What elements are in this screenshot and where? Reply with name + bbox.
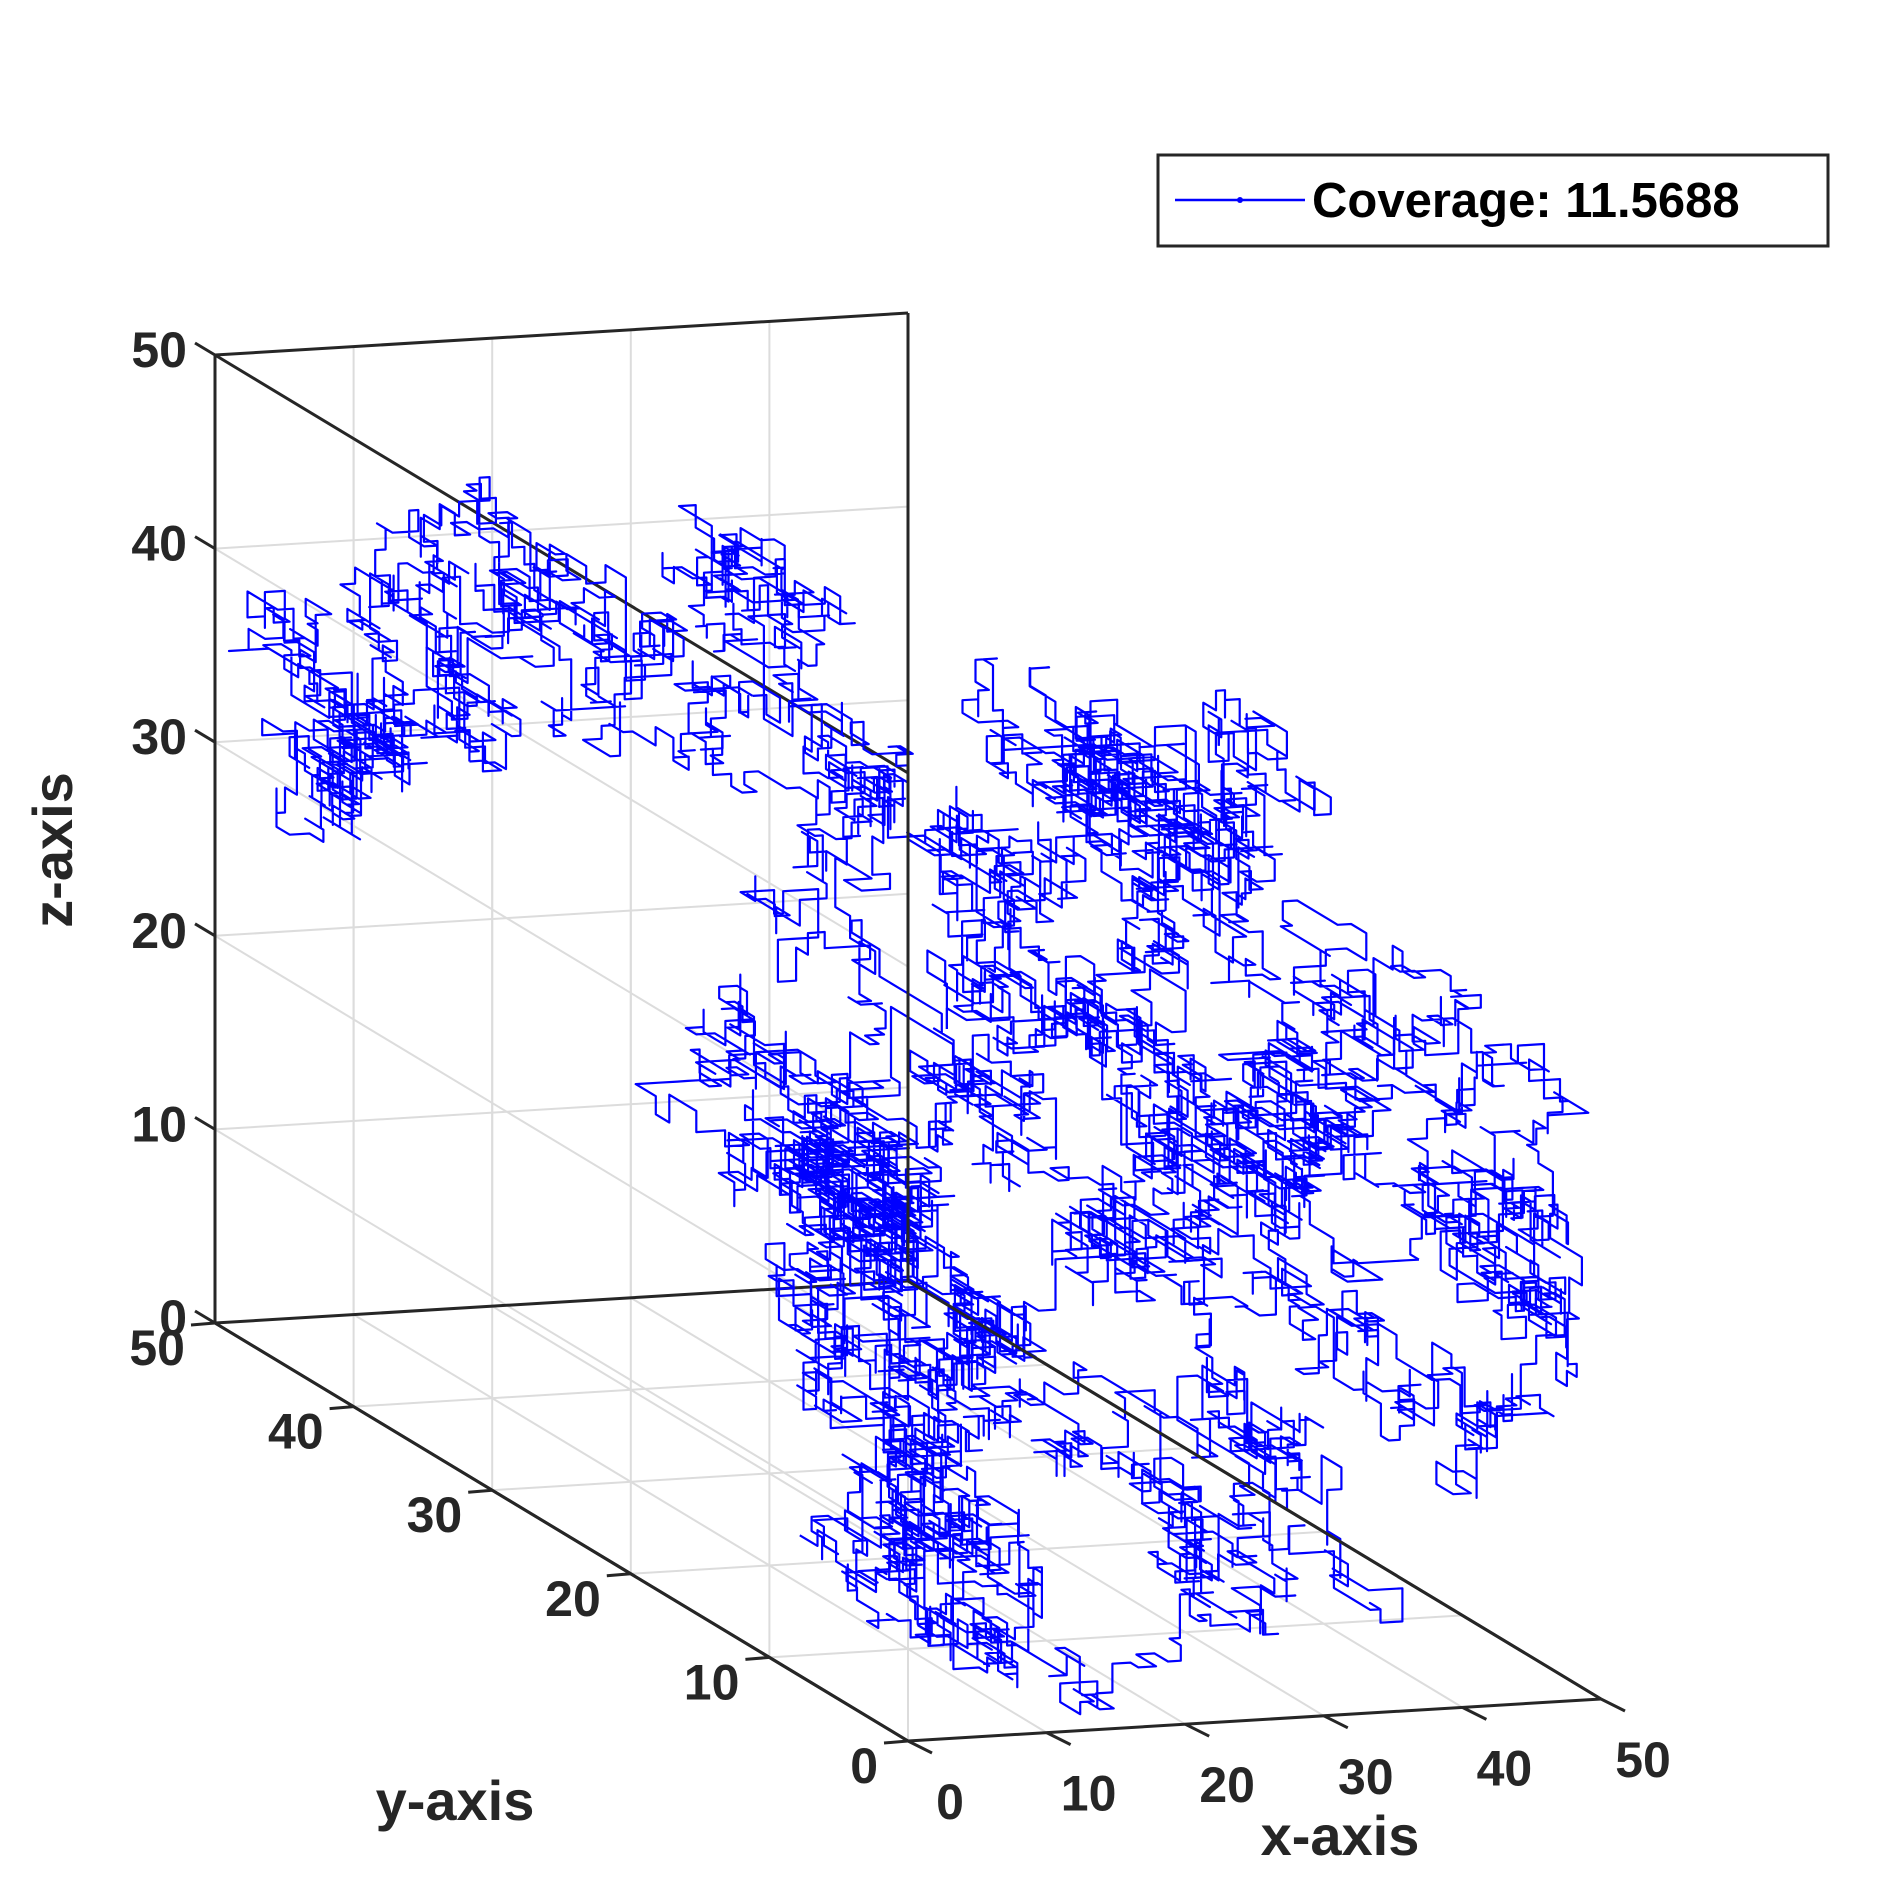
z-tick-label: 10 [131, 1096, 187, 1152]
walk-path-segment [927, 1054, 1316, 1259]
walk-path-segment [772, 1101, 956, 1318]
y-tick-label: 50 [129, 1320, 185, 1376]
y-tick-mark [883, 1739, 909, 1745]
walk-path-segment [961, 657, 1276, 909]
z-tick-label: 40 [131, 516, 187, 572]
walk-path-segment [788, 1241, 1044, 1689]
z-tick-mark [194, 922, 216, 938]
walk-path-segment [1409, 1119, 1584, 1388]
x-tick-mark [1045, 1731, 1072, 1746]
y-tick-label: 20 [545, 1571, 601, 1627]
y-axis-label: y-axis [376, 1769, 535, 1832]
legend-marker-swatch [1237, 197, 1243, 203]
z-tick-mark [194, 1116, 216, 1131]
z-tick-label: 0 [159, 1290, 187, 1346]
x-axis-edge [907, 1697, 1602, 1743]
z-tick-mark [194, 341, 216, 357]
walk-path-segment [1279, 899, 1590, 1236]
walk-path-segment [1078, 689, 1332, 990]
walk-path-segment [261, 613, 503, 844]
x-axis-label: x-axis [1261, 1804, 1420, 1867]
axes-front-edges [213, 313, 1602, 1743]
y-tick-mark [468, 1488, 493, 1494]
z-axis-label: z-axis [21, 772, 84, 928]
grid-line-z-left [214, 547, 909, 968]
x-tick-label: 30 [1338, 1749, 1394, 1805]
x-tick-label: 10 [1061, 1766, 1117, 1822]
box-edge-right-floor [907, 1279, 1602, 1701]
z-tick-label: 20 [131, 903, 187, 959]
grid-line-z-back [214, 1086, 909, 1131]
box-edge-back [214, 311, 909, 357]
legend: Coverage: 11.5688 [1156, 153, 1830, 248]
y-axis-edge [214, 1321, 909, 1743]
y-tick-mark [745, 1655, 770, 1661]
z-tick-label: 50 [131, 322, 187, 378]
x-tick-mark [1461, 1706, 1488, 1721]
grid-line-z-back [214, 892, 909, 937]
walk-path-segment [970, 1200, 1555, 1442]
grid-line-y-floor [769, 1614, 1463, 1659]
x-tick-mark [1323, 1714, 1349, 1730]
box-edge-back [214, 1279, 909, 1325]
walk-path-segment [677, 504, 1058, 1166]
walk-path-segment [789, 1264, 1002, 1572]
walk-path-segment [634, 984, 940, 1292]
walk-path-segment [1028, 666, 1318, 1083]
grid-line-z-left [214, 1128, 909, 1549]
x-tick-label: 0 [936, 1774, 964, 1830]
z-tick-mark [194, 728, 216, 744]
legend-entry: Coverage: 11.5688 [1312, 174, 1740, 228]
walk-path-segment [906, 1456, 1299, 1716]
walk-path-segment [227, 589, 522, 776]
y-tick-mark [606, 1572, 631, 1578]
z-tick-mark [194, 1309, 216, 1325]
grid-line-z-back [214, 505, 909, 550]
grid-line-x-floor [491, 1305, 1186, 1726]
z-tick-mark [194, 535, 216, 550]
z-tick-label: 30 [131, 709, 187, 765]
x-tick-label: 20 [1199, 1757, 1255, 1813]
x-tick-mark [1184, 1722, 1210, 1738]
y-tick-label: 30 [407, 1487, 463, 1543]
walk-path-segment [1176, 1076, 1568, 1500]
y-tick-label: 10 [684, 1654, 740, 1710]
walk-path-segment [661, 526, 908, 839]
grid-line-x-floor [768, 1288, 1463, 1709]
x-tick-label: 50 [1615, 1732, 1671, 1788]
walk-path-segment [1221, 1017, 1434, 1209]
grid-line-y-floor [492, 1447, 1186, 1492]
x-tick-mark [907, 1739, 933, 1755]
y-tick-mark [329, 1405, 354, 1411]
x-tick-label: 40 [1477, 1740, 1533, 1796]
y-tick-label: 40 [268, 1404, 324, 1460]
walk-path-segment [339, 476, 617, 753]
grid-line-z-left [214, 741, 909, 1162]
walk-path-segment [487, 510, 782, 771]
x-tick-mark [1600, 1697, 1626, 1713]
y-tick-label: 0 [850, 1738, 878, 1794]
walk-path-segment [1100, 1364, 1404, 1624]
legend-box [1156, 153, 1830, 248]
walk-series [227, 476, 1590, 1716]
grid-line-x-floor [353, 1313, 1048, 1734]
y-tick-mark [190, 1321, 216, 1327]
